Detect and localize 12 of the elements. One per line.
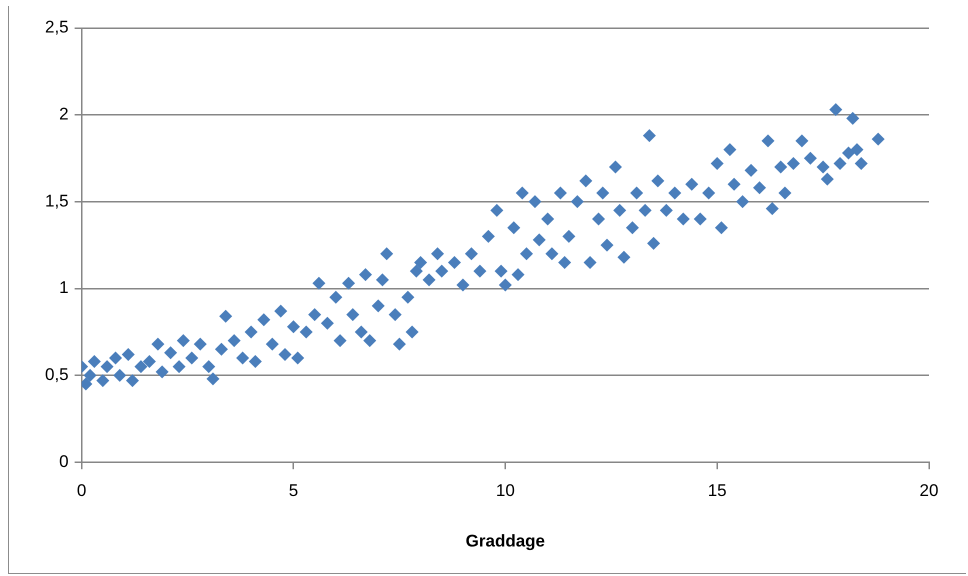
x-tick-label: 10 [496, 481, 515, 500]
x-tick-label: 5 [288, 481, 298, 500]
y-tick-label: 0,5 [44, 365, 69, 384]
x-tick-label: 0 [76, 481, 86, 500]
y-tick-label: 2 [59, 104, 69, 124]
y-tick-label: 1,5 [44, 191, 69, 210]
x-tick-label: 15 [708, 481, 727, 500]
x-tick-label: 20 [920, 481, 938, 500]
y-tick-label: 2,5 [44, 18, 69, 37]
y-tick-label: 1 [59, 278, 69, 298]
y-tick-label: 0 [59, 452, 69, 471]
x-axis-title: Graddage [466, 531, 545, 550]
